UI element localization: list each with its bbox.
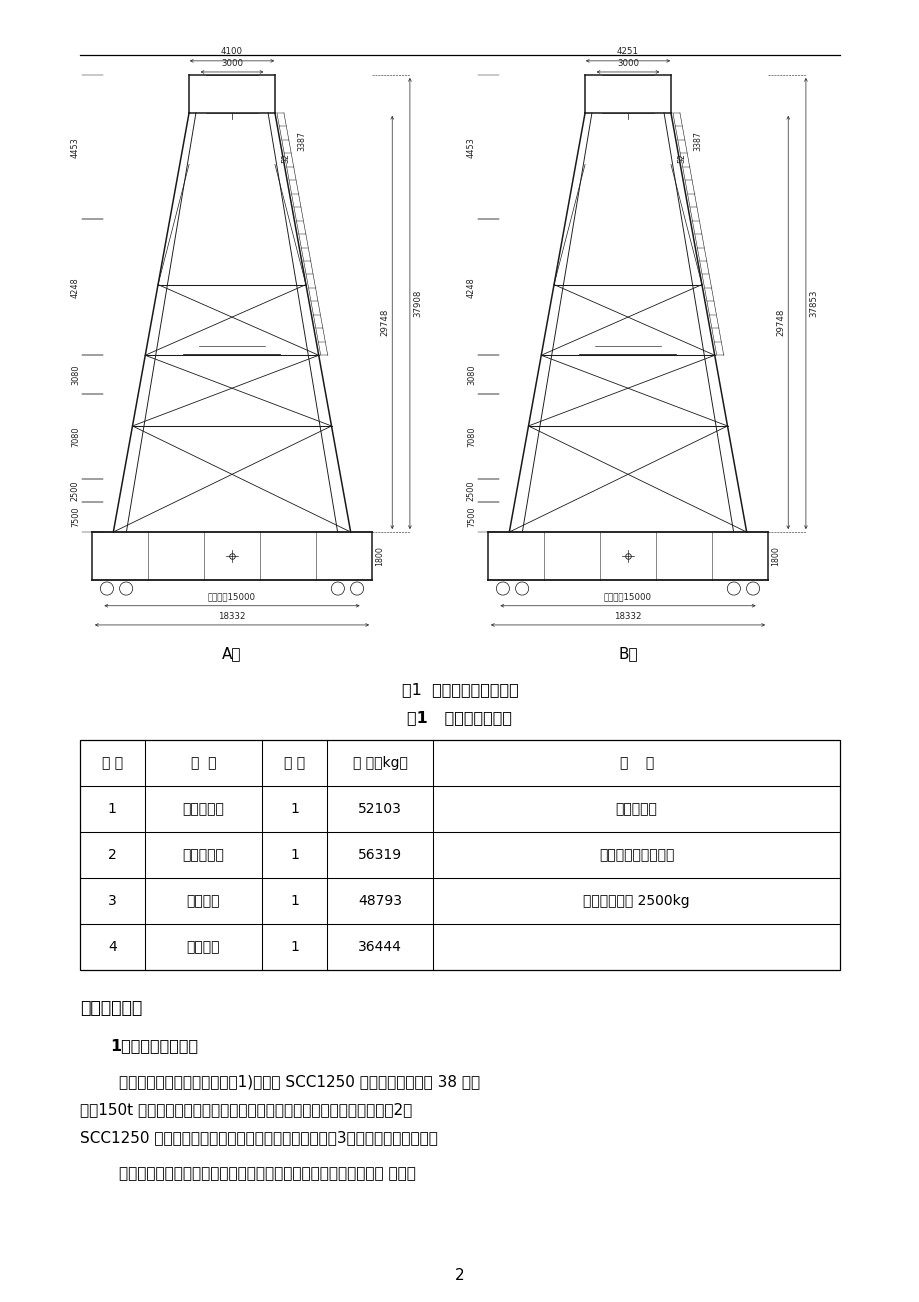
Text: 7080: 7080 [466,426,475,447]
Text: 1800: 1800 [375,546,383,566]
Text: 岸侧地基能够满足最不利荷载下的承载力需求，及边坡稳定性要求 起吊设: 岸侧地基能够满足最不利荷载下的承载力需求，及边坡稳定性要求 起吊设 [80,1167,415,1181]
Text: 2500: 2500 [71,480,80,500]
Text: 重 量（kg）: 重 量（kg） [352,756,407,769]
Text: 大车基距15000: 大车基距15000 [208,592,255,602]
Text: 1: 1 [108,802,117,816]
Text: 柔性支腿: 柔性支腿 [187,940,220,954]
Text: 1、一般规定和要求: 1、一般规定和要求 [110,1039,198,1053]
Text: 刚性支腿: 刚性支腿 [187,894,220,907]
Text: 船（150t 全回转浮吊）起重能力、起吊高度能否满足本次拼装的需要；（2）: 船（150t 全回转浮吊）起重能力、起吊高度能否满足本次拼装的需要；（2） [80,1103,412,1117]
Text: 3387: 3387 [693,130,701,151]
Text: 7080: 7080 [71,426,80,447]
Text: 下游侧主梁: 下游侧主梁 [182,802,224,816]
Text: 29748: 29748 [776,309,785,336]
Text: 52: 52 [677,154,686,163]
Text: 56319: 56319 [357,848,402,862]
Text: 1: 1 [290,940,299,954]
Text: 2: 2 [455,1268,464,1282]
Text: 3000: 3000 [617,59,639,68]
Text: 含走行平台: 含走行平台 [615,802,657,816]
Text: 3: 3 [108,894,117,907]
Text: 37908: 37908 [413,290,422,318]
Text: 备    注: 备 注 [618,756,653,769]
Text: 4: 4 [108,940,117,954]
Text: 图1  龙门吊机总体布置图: 图1 龙门吊机总体布置图 [402,682,517,698]
Text: 52103: 52103 [357,802,402,816]
Text: 1800: 1800 [770,546,779,566]
Text: 表1   各部分重量组成: 表1 各部分重量组成 [407,711,512,725]
Text: 二、施工部署: 二、施工部署 [80,999,142,1017]
Text: 48793: 48793 [357,894,402,907]
Text: B向: B向 [618,646,637,661]
Text: 大车基距15000: 大车基距15000 [604,592,652,602]
Text: 36444: 36444 [357,940,402,954]
Text: 1: 1 [290,894,299,907]
Text: 7500: 7500 [466,506,475,527]
Text: 4251: 4251 [617,47,639,56]
Text: 本次吊装安全技术分为三项（1)、确定 SCC1250 履带吊机、苏连海 38 起重: 本次吊装安全技术分为三项（1)、确定 SCC1250 履带吊机、苏连海 38 起… [80,1074,480,1090]
Text: 2: 2 [108,848,117,862]
Text: 含走台及天车导电架: 含走台及天车导电架 [598,848,674,862]
Text: 52: 52 [281,154,290,163]
Text: 4453: 4453 [466,137,475,158]
Text: 名  称: 名 称 [190,756,216,769]
Text: 3387: 3387 [297,130,306,151]
Text: 37853: 37853 [808,290,817,318]
Text: 序 号: 序 号 [102,756,123,769]
Text: 4100: 4100 [221,47,243,56]
Text: 18332: 18332 [614,612,641,621]
Text: 1: 1 [290,848,299,862]
Text: 不含电器系统 2500kg: 不含电器系统 2500kg [583,894,689,907]
Text: 3080: 3080 [71,365,80,385]
Text: A向: A向 [222,646,242,661]
Text: 29748: 29748 [380,309,389,336]
Text: 上游侧主梁: 上游侧主梁 [182,848,224,862]
Text: 4248: 4248 [466,277,475,298]
Text: 数 量: 数 量 [284,756,305,769]
Bar [80,740,839,970]
Text: 7500: 7500 [71,506,80,527]
Text: 2500: 2500 [466,480,475,500]
Text: 1: 1 [290,802,299,816]
Text: SCC1250 履带吊机站位及走行处地基能否满足要求；（3）吊绳及吊具的选择。: SCC1250 履带吊机站位及走行处地基能否满足要求；（3）吊绳及吊具的选择。 [80,1130,437,1146]
Text: 4453: 4453 [71,137,80,158]
Text: 4248: 4248 [71,277,80,298]
Text: 3080: 3080 [466,365,475,385]
Text: 3000: 3000 [221,59,243,68]
Text: 18332: 18332 [218,612,245,621]
